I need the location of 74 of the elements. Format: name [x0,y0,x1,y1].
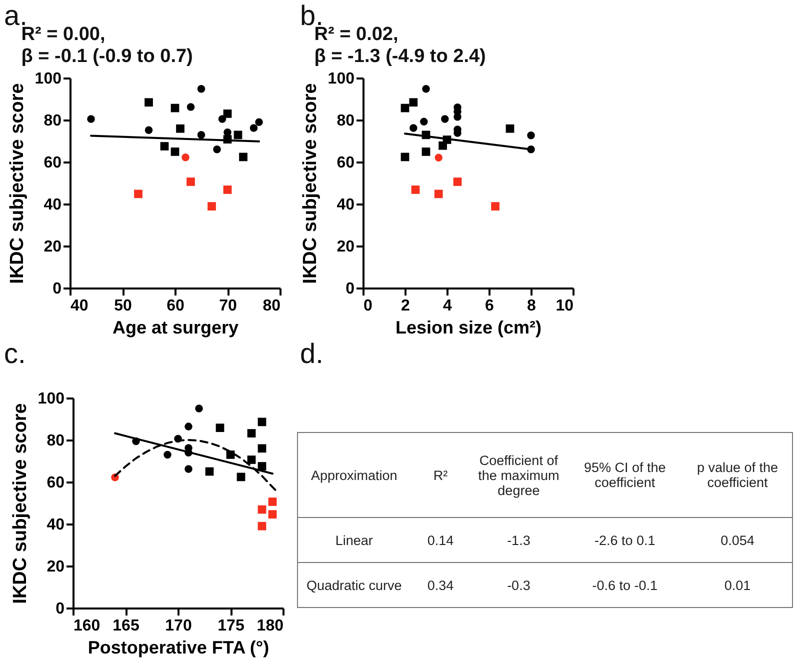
y-tick-label: 0 [346,280,355,298]
x-tick-label: 50 [114,298,132,314]
category-label: Approximation [298,432,410,518]
text: β = -1.3 (-4.9 to 2.4) [314,46,486,67]
text: Quadratic curve [298,562,410,608]
text: 0.01 [683,562,792,608]
x-axis-title: Age at surgery [112,318,239,338]
point [527,131,535,140]
category-label: 95% CI of the coefficient [566,432,684,518]
text: 0.34 [410,562,471,608]
x-tick-label: 180 [256,618,284,634]
point [400,152,410,162]
y-axis-title: IKDC subjective score [300,83,321,284]
point [420,118,428,126]
point [434,190,443,198]
y-tick-label: 80 [46,432,65,450]
y-tick-label: 60 [336,154,355,172]
x-tick-label: 70 [219,298,237,314]
x-tick-label: 8 [527,298,536,314]
y-tick-label: 60 [46,474,65,492]
x-tick-label: 60 [166,298,184,314]
text: 0.14 [410,518,471,562]
y-tick-label: 0 [56,600,65,618]
point [506,124,514,133]
x-tick-label: 175 [218,618,244,634]
point [422,85,430,93]
text: 0.054 [683,518,792,562]
x-tick-label: 170 [165,618,192,634]
y-tick-label: 20 [336,238,355,256]
text: d. [300,338,324,369]
x-tick-label: 165 [112,618,140,634]
y-tick-label: 40 [44,196,62,214]
point [411,186,420,194]
text: -1.3 [470,518,567,562]
text: -0.3 [470,562,567,608]
text: Linear [298,518,410,562]
point [410,124,418,132]
category-label: R² [410,432,471,518]
x-axis-title: Postoperative FTA (°) [88,638,270,658]
y-tick-label: 100 [328,70,355,88]
point [453,178,462,186]
y-axis-title: IKDC subjective score [10,403,31,604]
y-axis-title: IKDC subjective score [6,83,28,284]
point [400,104,410,112]
y-tick-label: 60 [44,154,62,172]
chart-title: c. [4,338,26,369]
point [409,98,418,107]
y-tick-label: 80 [44,112,62,130]
y-tick-label: 20 [46,558,65,576]
x-tick-label: 6 [485,298,494,314]
text: -0.6 to -0.1 [566,562,684,608]
text: β = -0.1 (-0.9 to 0.7) [21,46,193,67]
x-axis-title: Lesion size (cm²) [395,318,542,338]
x-tick-label: 160 [74,618,100,634]
y-tick-label: 0 [52,280,62,298]
category-label: Coefficient of the maximum degree [470,432,567,518]
y-tick-label: 20 [44,238,62,256]
point [491,202,500,210]
x-tick-label: 4 [443,298,452,314]
x-tick-label: 2 [401,298,410,314]
point [422,148,430,156]
point [441,115,449,123]
y-tick-label: 40 [46,516,65,534]
point [434,154,442,162]
x-tick-label: 10 [556,298,574,314]
y-tick-label: 100 [38,390,65,408]
y-tick-label: 100 [34,70,62,88]
x-tick-label: 40 [70,298,88,314]
x-tick-label: 0 [364,298,372,314]
x-tick-label: 80 [262,298,281,314]
category-label: p value of the coefficient [683,432,792,518]
y-tick-label: 40 [336,196,355,214]
y-tick-label: 80 [336,112,355,130]
text: -2.6 to 0.1 [566,518,684,562]
